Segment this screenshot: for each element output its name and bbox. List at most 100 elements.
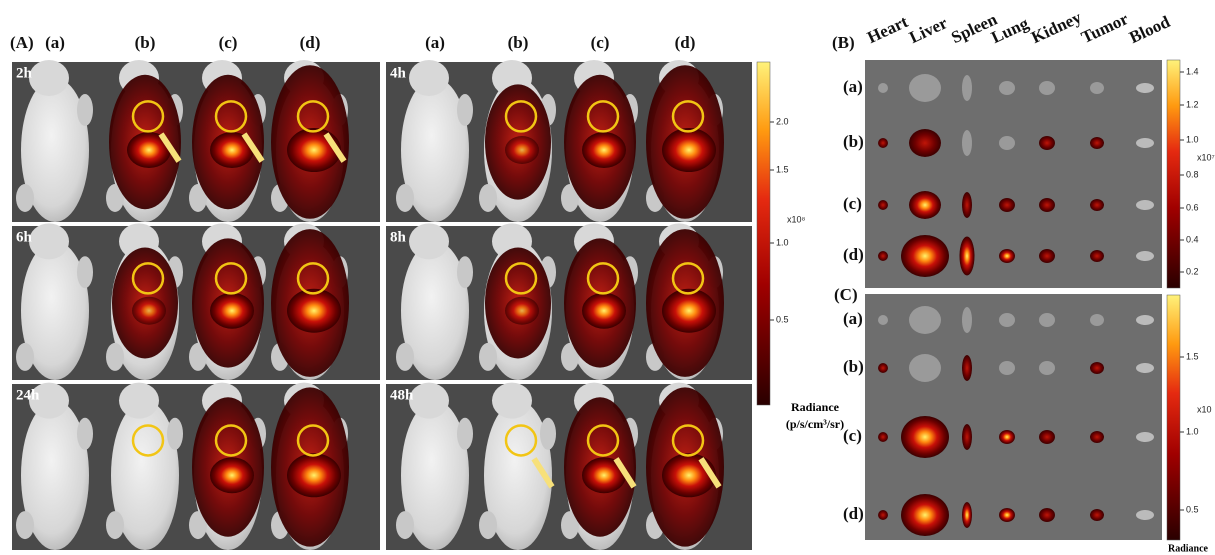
mouse-leg: [479, 511, 497, 539]
organ: [999, 136, 1015, 150]
organ-label: Tumor: [1078, 9, 1131, 47]
signal: [662, 128, 716, 172]
organ: [909, 74, 941, 102]
organ: [1136, 83, 1154, 93]
organ-signal: [878, 200, 888, 210]
organ-signal: [1039, 136, 1055, 150]
organ: [962, 75, 972, 101]
organ: [878, 83, 888, 93]
organ: [1039, 313, 1055, 327]
mouse-head: [29, 223, 69, 259]
mouse-leg: [479, 343, 497, 371]
organ: [999, 313, 1015, 327]
signal: [582, 132, 626, 168]
colorbar-tick-label: 1.4: [1186, 66, 1199, 76]
organ-signal: [962, 355, 972, 381]
group-label: (c): [591, 33, 610, 52]
time-label: 8h: [390, 229, 407, 245]
row-label: (c): [843, 426, 862, 445]
organ-signal: [1090, 362, 1104, 374]
mouse-head: [29, 60, 69, 96]
panel-label: (C): [834, 285, 858, 304]
organ-signal: [999, 249, 1015, 263]
organ-signal: [962, 424, 972, 450]
organ-signal: [960, 237, 975, 276]
mouse-leg: [77, 94, 93, 126]
colorbar-tick-label: 0.4: [1186, 234, 1199, 244]
signal: [287, 453, 341, 497]
mouse-head: [119, 383, 159, 419]
signal: [287, 289, 341, 333]
colorbar-tick-label: 1.5: [776, 164, 789, 174]
organ: [999, 361, 1015, 375]
organ-signal: [901, 416, 949, 458]
signal: [210, 457, 254, 493]
colorbar-tick-label: 1.5: [1186, 351, 1199, 361]
time-label: 4h: [390, 65, 407, 81]
organ-signal: [878, 432, 888, 442]
colorbar-tick-label: 1.2: [1186, 99, 1199, 109]
mouse-head: [492, 383, 532, 419]
signal: [210, 293, 254, 329]
mouse-leg: [457, 418, 473, 450]
group-label: (d): [300, 33, 321, 52]
group-label: (d): [675, 33, 696, 52]
mouse-leg: [396, 184, 414, 212]
row-label: (d): [843, 504, 864, 523]
colorbar: [757, 62, 770, 405]
mouse-leg: [457, 256, 473, 288]
organ-signal: [1039, 249, 1055, 263]
organ-signal: [1039, 198, 1055, 212]
mouse-leg: [396, 511, 414, 539]
signal: [505, 136, 539, 164]
signal: [662, 289, 716, 333]
organ: [1136, 363, 1154, 373]
mouse-head: [409, 223, 449, 259]
colorbar-tick-label: 2.0: [776, 116, 789, 126]
organ-label: Kidney: [1028, 7, 1084, 47]
organ-signal: [1039, 430, 1055, 444]
organ-signal: [1090, 137, 1104, 149]
mouse-leg: [479, 184, 497, 212]
signal: [132, 297, 166, 325]
group-label: (c): [219, 33, 238, 52]
organ: [1136, 315, 1154, 325]
organ-signal: [901, 494, 949, 536]
colorbar-scale: x10: [1197, 404, 1212, 414]
organ-signal: [878, 363, 888, 373]
organ-signal: [1090, 199, 1104, 211]
signal: [662, 453, 716, 497]
colorbar-tick-label: 0.5: [776, 314, 789, 324]
colorbar-tick-label: 1.0: [1186, 426, 1199, 436]
organ-signal: [1090, 250, 1104, 262]
organ-signal: [999, 508, 1015, 522]
colorbar-scale: x10⁷: [1197, 152, 1215, 162]
mouse-head: [409, 60, 449, 96]
organ: [1136, 432, 1154, 442]
mouse-leg: [77, 418, 93, 450]
row-label: (b): [843, 132, 864, 151]
colorbar-tick-label: 1.0: [1186, 134, 1199, 144]
panel-label: (B): [832, 33, 855, 52]
organ-label: Liver: [906, 13, 950, 47]
organ: [999, 81, 1015, 95]
group-label: (b): [508, 33, 529, 52]
colorbar: [1167, 295, 1180, 540]
row-label: (a): [843, 309, 863, 328]
organ: [1039, 81, 1055, 95]
organ-signal: [962, 192, 972, 218]
colorbar-scale: x10⁸: [787, 214, 806, 224]
colorbar-tick-label: 0.8: [1186, 169, 1199, 179]
organ-signal: [962, 502, 972, 528]
organ: [1136, 200, 1154, 210]
colorbar-tick-label: 1.0: [776, 237, 789, 247]
mouse-leg: [106, 343, 124, 371]
colorbar-tick-label: 0.6: [1186, 202, 1199, 212]
group-label: (a): [425, 33, 445, 52]
row-label: (a): [843, 77, 863, 96]
colorbar-tick-label: 0.5: [1186, 504, 1199, 514]
organ-signal: [878, 138, 888, 148]
mouse-leg: [457, 94, 473, 126]
row-label: (b): [843, 357, 864, 376]
signal: [505, 297, 539, 325]
